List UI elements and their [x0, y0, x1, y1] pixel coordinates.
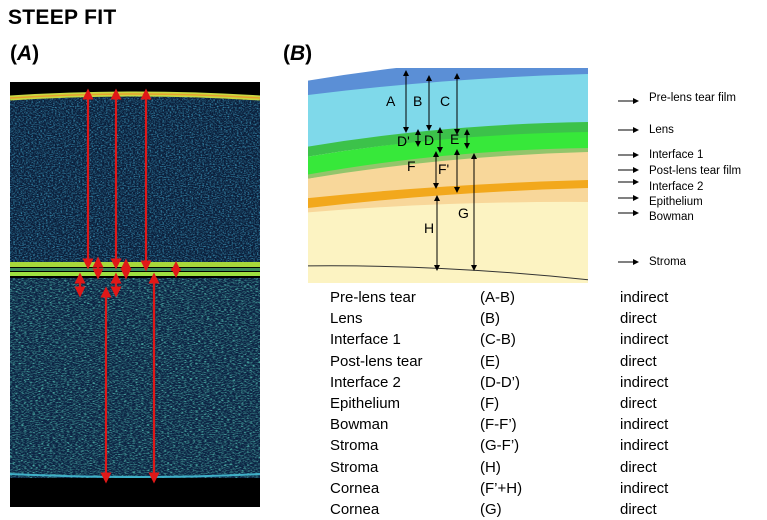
layer-name: Bowman [330, 416, 389, 434]
figure-title: STEEP FIT [8, 6, 117, 29]
letter-G: G [458, 205, 469, 221]
table-row: Epithelium (F) direct [330, 393, 750, 414]
measurement-table: Pre-lens tear (A-B) indirect Lens (B) direct I… [330, 287, 750, 520]
interface-2-layer [308, 148, 588, 179]
label-post-lens-tear-film: Post-lens tear film [649, 165, 741, 177]
layer-method: indirect [620, 331, 669, 349]
layer-method: indirect [620, 373, 669, 391]
letter-D-prime: D' [397, 133, 410, 149]
panel-a-close-paren: ) [32, 42, 40, 65]
letter-C: C [440, 93, 450, 109]
layer-formula: (F’+H) [480, 479, 523, 497]
bowman-layer [308, 180, 588, 209]
panel-b-open-paren: ( [283, 42, 290, 65]
layer-name: Post-lens tear [330, 352, 423, 370]
oct-bottom-interface [10, 473, 260, 478]
oct-top-highlight [10, 93, 260, 99]
label-epithelium: Epithelium [649, 196, 703, 208]
table-row: Pre-lens tear (A-B) indirect [330, 287, 750, 308]
label-lens: Lens [649, 124, 674, 136]
table-row: Post-lens tear (E) direct [330, 351, 750, 372]
label-bowman: Bowman [649, 211, 694, 223]
table-row: Cornea (F’+H) indirect [330, 478, 750, 499]
layer-method: indirect [620, 479, 669, 497]
table-row: Stroma (H) direct [330, 457, 750, 478]
interface-1-layer [308, 120, 588, 157]
layer-name: Cornea [330, 500, 380, 518]
layer-formula: (G) [480, 500, 502, 518]
panel-b-label: (B) [283, 42, 312, 66]
stroma-bottom-edge [308, 265, 588, 281]
letter-E: E [450, 131, 459, 147]
table-row: Interface 2 (D-D’) indirect [330, 372, 750, 393]
layer-name: Lens [330, 310, 363, 328]
pre-lens-tear-layer [308, 68, 588, 95]
panel-a-label: (A) [10, 42, 39, 66]
layer-formula: (F-F’) [480, 416, 517, 434]
layer-formula: (H) [480, 458, 501, 476]
label-interface-1: Interface 1 [649, 149, 703, 161]
oct-scan-image [10, 82, 260, 507]
layer-formula: (A-B) [480, 289, 515, 306]
layer-name: Epithelium [330, 394, 401, 412]
panel-b-close-paren: ) [305, 42, 313, 65]
stroma-layer [308, 188, 588, 283]
oct-interface-1 [10, 262, 260, 267]
layer-method: direct [620, 458, 657, 476]
layer-formula: (C-B) [480, 331, 516, 349]
label-interface-2: Interface 2 [649, 181, 703, 193]
layer-name: Pre-lens tear [330, 289, 416, 306]
layer-schematic: A B C D' D E F F' G H Pre-lens tear film… [308, 68, 741, 283]
oct-lower-speckle [10, 278, 260, 478]
table-row: Stroma (G-F’) indirect [330, 435, 750, 456]
layer-name: Cornea [330, 479, 380, 497]
oct-interface-2 [10, 272, 260, 276]
oct-gap-band [10, 268, 260, 271]
layer-formula: (D-D’) [480, 373, 520, 391]
layer-formula: (G-F’) [480, 437, 520, 455]
panel-a-letter: A [17, 42, 33, 65]
label-stroma: Stroma [649, 256, 687, 268]
layer-name: Interface 2 [330, 373, 401, 391]
layer-name: Stroma [330, 458, 379, 476]
table-row: Bowman (F-F’) indirect [330, 414, 750, 435]
layer-formula: (E) [480, 352, 500, 370]
layer-method: indirect [620, 437, 669, 455]
layer-method: indirect [620, 289, 669, 306]
panel-b-letter: B [290, 42, 306, 65]
lens-layer [308, 68, 588, 147]
letter-H: H [424, 220, 434, 236]
letter-A: A [386, 93, 396, 109]
letter-D: D [424, 132, 434, 148]
layer-method: direct [620, 310, 657, 328]
table-row: Cornea (G) direct [330, 499, 750, 520]
layer-method: direct [620, 352, 657, 370]
letter-F: F [407, 158, 416, 174]
layer-method: indirect [620, 416, 669, 434]
table-row: Interface 1 (C-B) indirect [330, 329, 750, 350]
label-pre-lens-tear-film: Pre-lens tear film [649, 92, 736, 104]
panel-a-open-paren: ( [10, 42, 17, 65]
oct-upper-speckle [10, 96, 260, 264]
table-row: Lens (B) direct [330, 308, 750, 329]
layer-method: direct [620, 500, 657, 518]
letter-B: B [413, 93, 422, 109]
layer-name: Interface 1 [330, 331, 401, 349]
layer-method: direct [620, 394, 657, 412]
layer-name: Stroma [330, 437, 379, 455]
letter-F-prime: F' [438, 161, 449, 177]
layer-formula: (B) [480, 310, 500, 328]
layer-formula: (F) [480, 394, 500, 412]
